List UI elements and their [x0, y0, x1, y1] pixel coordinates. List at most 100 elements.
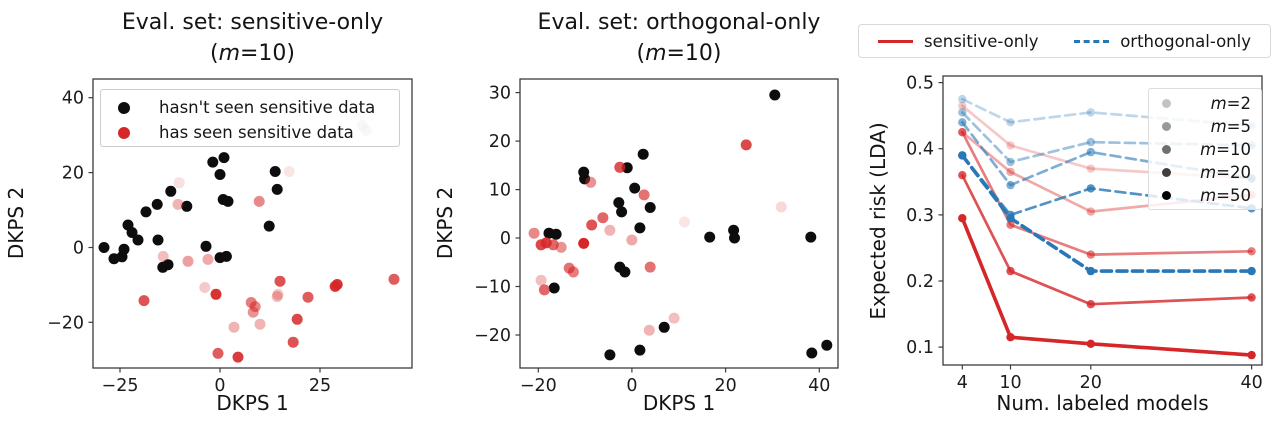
y-tick-label: 10: [489, 181, 511, 201]
m-legend-row: m=5: [1149, 115, 1261, 138]
y-tick-label: 0.5: [906, 74, 934, 94]
scatter-point: [271, 183, 283, 195]
scatter-point: [165, 185, 177, 197]
scatter-point: [331, 279, 343, 290]
scatter-point: [643, 324, 655, 336]
scatter-point: [228, 321, 240, 333]
y-tick-label: 20: [62, 164, 84, 184]
risk-legend-label-sensitive: sensitive-only: [924, 31, 1039, 51]
y-tick-label: 40: [62, 89, 84, 109]
scatter-point: [210, 288, 222, 300]
risk-marker: [1086, 164, 1096, 173]
scatter-point: [200, 240, 212, 252]
risk-marker: [1086, 147, 1096, 157]
scatter-point: [629, 182, 641, 194]
scatter-point: [626, 234, 638, 246]
x-tick-label: 4: [957, 373, 968, 393]
scatter-point: [604, 349, 616, 361]
middle-plot-title: Eval. set: orthogonal-only (m=10): [520, 7, 838, 69]
scatter-point: [821, 339, 833, 351]
eval-legend-label-seen: has seen sensitive data: [159, 123, 354, 142]
y-tick-label: 0.4: [906, 140, 934, 160]
scatter-point: [220, 250, 232, 262]
risk-marker: [958, 214, 967, 223]
scatter-point: [162, 259, 174, 271]
x-tick-label: 0: [214, 376, 225, 396]
m-dot-swatch: [1162, 122, 1171, 131]
scatter-point: [597, 212, 609, 224]
scatter-point: [182, 255, 194, 267]
y-tick-label: 0.3: [906, 206, 934, 226]
scatter-point: [98, 242, 110, 253]
scatter-point: [638, 189, 650, 201]
scatter-point: [118, 243, 130, 255]
scatter-point: [805, 231, 817, 243]
risk-marker: [1247, 293, 1256, 302]
risk-legend: sensitive-only orthogonal-only: [858, 24, 1271, 58]
scatter-point: [172, 198, 184, 210]
risk-line-sensitive-only-m10: [960, 130, 1253, 256]
m-legend-row: m=20: [1149, 161, 1261, 184]
left-plot-title: Eval. set: sensitive-only (m=10): [93, 7, 412, 69]
m-legend-label: m=10: [1200, 140, 1251, 159]
scatter-point: [140, 206, 152, 218]
eval-legend-label-unseen: hasn't seen sensitive data: [159, 98, 376, 117]
right-plot-ylabel: Expected risk (LDA): [866, 122, 890, 320]
scatter-point: [775, 201, 787, 213]
m-dot-swatch: [1162, 191, 1171, 200]
left-plot-title-line1: Eval. set: sensitive-only: [121, 10, 384, 35]
risk-marker: [1006, 220, 1015, 229]
scatter-point: [232, 351, 244, 363]
eval-legend-row-seen: has seen sensitive data: [118, 120, 399, 145]
scatter-point: [214, 169, 226, 180]
risk-marker: [958, 94, 967, 104]
scatter-point: [207, 156, 219, 168]
scatter-point: [769, 89, 781, 101]
scatter-point: [613, 197, 625, 209]
risk-marker: [1086, 300, 1096, 309]
risk-marker: [1247, 266, 1256, 276]
scatter-point: [157, 250, 169, 262]
risk-marker: [1006, 167, 1015, 177]
middle-plot-title-line2: (m=10): [636, 41, 722, 66]
plot-layer-1: [528, 89, 833, 361]
scatter-point: [678, 216, 690, 228]
scatter-point: [634, 222, 646, 234]
y-tick-label: −10: [474, 278, 511, 298]
scatter-point: [729, 232, 740, 244]
risk-marker: [1086, 207, 1096, 216]
m-dot-swatch: [1162, 168, 1171, 177]
scatter-point: [578, 237, 590, 249]
scatter-point: [586, 219, 598, 231]
scatter-point: [644, 261, 656, 273]
scatter-point: [222, 195, 234, 207]
risk-line-orthogonal-only-m2: [960, 97, 1253, 127]
risk-marker: [1006, 157, 1015, 167]
scatter-point: [614, 161, 626, 173]
scatter-point: [152, 234, 164, 246]
scatter-point: [658, 321, 670, 333]
risk-marker: [1006, 266, 1015, 276]
scatter-point: [704, 231, 716, 243]
x-tick-label: 0: [626, 376, 637, 396]
risk-marker: [1006, 214, 1015, 223]
risk-marker: [958, 101, 967, 111]
scatter-point: [616, 206, 628, 218]
scatter-point: [585, 176, 597, 188]
right-plot-xlabel: Num. labeled models: [996, 391, 1209, 415]
risk-marker: [1086, 339, 1096, 348]
plot-layer-0: [98, 119, 400, 363]
x-tick-label: 20: [714, 376, 736, 396]
x-tick-label: 25: [309, 376, 331, 396]
m-legend: m=2 m=5 m=10 m=20 m=50: [1148, 88, 1262, 210]
left-plot-title-line2: (m=10): [209, 41, 296, 66]
risk-marker: [1247, 350, 1256, 360]
blue-line-swatch: [1074, 39, 1110, 43]
risk-legend-item-orthogonal: orthogonal-only: [1074, 32, 1251, 51]
scatter-point: [302, 291, 314, 303]
risk-marker: [1006, 333, 1015, 342]
m-legend-label: m=5: [1210, 117, 1251, 136]
scatter-point: [644, 202, 656, 213]
x-tick-label: 40: [1240, 373, 1262, 393]
